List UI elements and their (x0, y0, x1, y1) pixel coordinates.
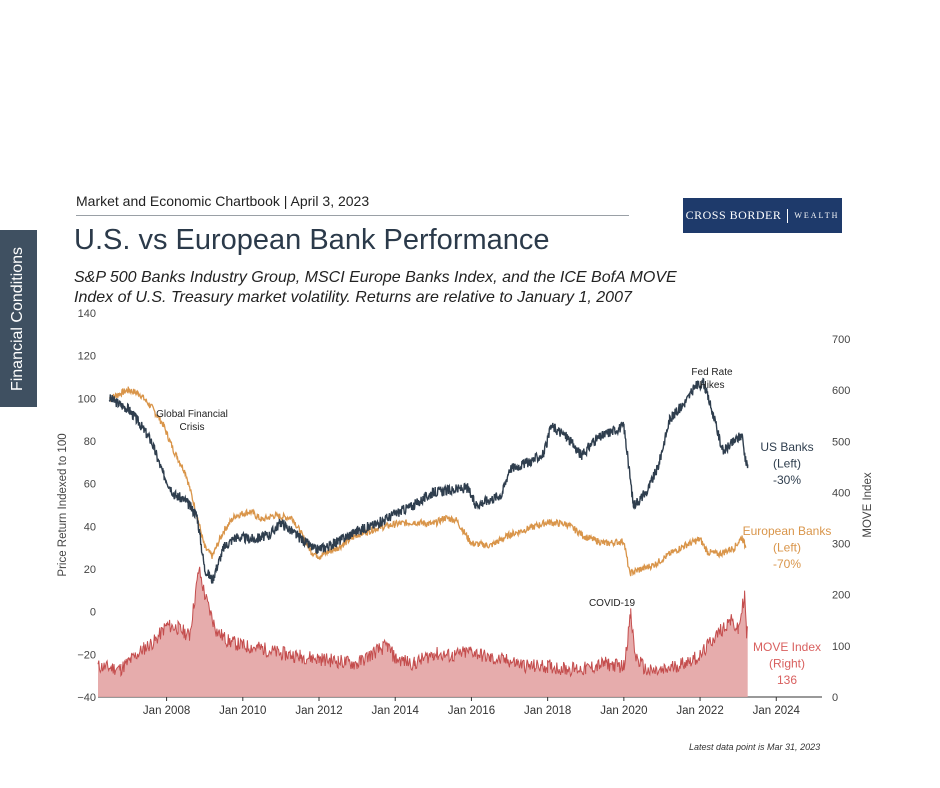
y2-tick-label: 100 (832, 641, 850, 653)
x-tick-label: Jan 2020 (600, 705, 647, 717)
y-axis-title: Price Return Indexed to 100 (57, 433, 69, 576)
series-label: (Left) (773, 457, 801, 471)
x-tick-label: Jan 2024 (753, 705, 801, 717)
y-tick-label: 40 (84, 521, 96, 533)
y-tick-label: −40 (77, 692, 96, 704)
y2-tick-label: 400 (832, 487, 850, 499)
y-tick-label: 20 (84, 564, 96, 576)
y-tick-label: 80 (84, 436, 96, 448)
chartbook-header: Market and Economic Chartbook | April 3,… (76, 193, 370, 209)
y-tick-label: 140 (78, 308, 96, 320)
logo-divider (787, 208, 789, 223)
x-tick-label: Jan 2012 (295, 705, 342, 717)
y-tick-label: 0 (90, 607, 96, 619)
move-index-area (98, 566, 748, 697)
side-tab[interactable]: Financial Conditions (0, 230, 37, 407)
header-divider (76, 215, 629, 216)
logo-text-left: CROSS BORDER (685, 208, 782, 222)
y-tick-label: 120 (78, 351, 96, 363)
y2-tick-label: 200 (832, 590, 850, 602)
y-tick-label: 100 (78, 393, 96, 405)
series-label: MOVE Index (753, 640, 821, 654)
series-label: -30% (773, 473, 801, 487)
series-label: European Banks (743, 524, 832, 538)
us-banks-line (108, 377, 749, 584)
series-label: US Banks (760, 440, 813, 454)
footnote: Latest data point is Mar 31, 2023 (689, 742, 821, 752)
y2-axis-title: MOVE Index (862, 472, 874, 537)
x-tick-label: Jan 2010 (219, 705, 266, 717)
y2-tick-label: 500 (832, 436, 850, 448)
chart-annotation: COVID-19 (589, 598, 636, 609)
x-tick-label: Jan 2008 (143, 705, 190, 717)
x-tick-label: Jan 2022 (676, 705, 723, 717)
chart-annotation: Crisis (180, 422, 205, 433)
logo-text-right: WEALTH (794, 211, 840, 220)
european-banks-line (108, 386, 747, 577)
y-tick-label: 60 (84, 479, 96, 491)
series-label: -70% (773, 557, 801, 571)
x-tick-label: Jan 2014 (372, 705, 420, 717)
y2-tick-label: 700 (832, 334, 850, 346)
chart-annotation: Global Financial (156, 409, 228, 420)
x-tick-label: Jan 2018 (524, 705, 571, 717)
y2-tick-label: 0 (832, 692, 838, 704)
series-label: (Right) (769, 657, 805, 671)
x-tick-label: Jan 2016 (448, 705, 495, 717)
y2-tick-label: 600 (832, 385, 850, 397)
y-tick-label: −20 (77, 649, 96, 661)
brand-logo: CROSS BORDER WEALTH (683, 198, 842, 233)
series-label: (Left) (773, 541, 801, 555)
move-index-line (97, 566, 749, 678)
chart-annotation: Hikes (699, 380, 724, 391)
y2-tick-label: 300 (832, 539, 850, 551)
page-title: U.S. vs European Bank Performance (74, 224, 550, 256)
chart-annotation: Fed Rate (691, 367, 733, 378)
page-subtitle: S&P 500 Banks Industry Group, MSCI Europ… (74, 269, 677, 306)
series-label: 136 (777, 673, 797, 687)
